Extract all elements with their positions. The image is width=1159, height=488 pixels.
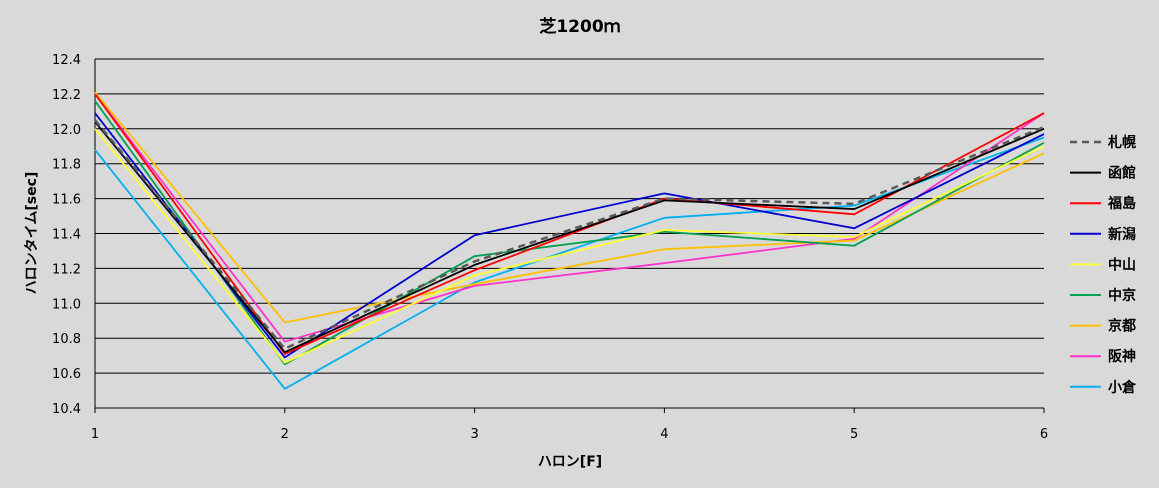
series-line-6 — [94, 100, 1045, 366]
legend-label: 京都 — [1108, 318, 1136, 335]
series-line-3 — [94, 93, 1045, 355]
y-tick-label: 11.2 — [52, 262, 81, 277]
x-tick-label: 4 — [660, 427, 668, 442]
y-tick-label: 11.4 — [52, 228, 81, 243]
legend-label: 中京 — [1108, 287, 1136, 304]
y-tick-label: 11.8 — [52, 158, 81, 173]
x-axis-title: ハロン[F] — [538, 454, 602, 470]
series-line-4 — [94, 112, 1045, 359]
legend-label: 中山 — [1108, 256, 1136, 273]
y-tick-label: 10.6 — [52, 367, 81, 382]
legend-label: 函館 — [1108, 165, 1136, 182]
legend-label: 新潟 — [1108, 226, 1136, 243]
y-axis-title: ハロンタイム[sec] — [24, 172, 40, 295]
series-line-5 — [94, 128, 1045, 364]
series-line-2 — [94, 121, 1045, 354]
y-tick-label: 12.0 — [52, 123, 81, 138]
series-line-8 — [94, 93, 1045, 343]
y-tick-label: 12.2 — [52, 88, 81, 103]
y-tick-label: 11.6 — [52, 193, 81, 208]
series-line-1 — [94, 119, 1045, 350]
y-tick-label: 10.4 — [52, 402, 81, 417]
legend-label: 福島 — [1107, 195, 1136, 212]
chart-title: 芝1200ｍ — [539, 16, 620, 37]
x-tick-label: 5 — [850, 427, 858, 442]
x-tick-label: 3 — [470, 427, 478, 442]
legend-label: 小倉 — [1108, 379, 1137, 396]
y-tick-label: 10.8 — [52, 332, 81, 347]
series-line-7 — [94, 91, 1045, 324]
x-tick-label: 2 — [281, 427, 289, 442]
x-tick-label: 6 — [1040, 427, 1048, 442]
legend-label: 阪神 — [1108, 348, 1136, 365]
x-tick-label: 1 — [91, 427, 99, 442]
series-lines — [94, 91, 1045, 390]
legend-label: 札幌 — [1107, 134, 1136, 151]
y-tick-label: 11.0 — [52, 297, 81, 312]
axes: 10.4 10.6 10.8 11.0 11.2 11.4 11.6 11.8 12.0 12.2… — [52, 53, 1048, 442]
series-line-9 — [94, 136, 1045, 390]
y-tick-label: 12.4 — [52, 53, 81, 68]
